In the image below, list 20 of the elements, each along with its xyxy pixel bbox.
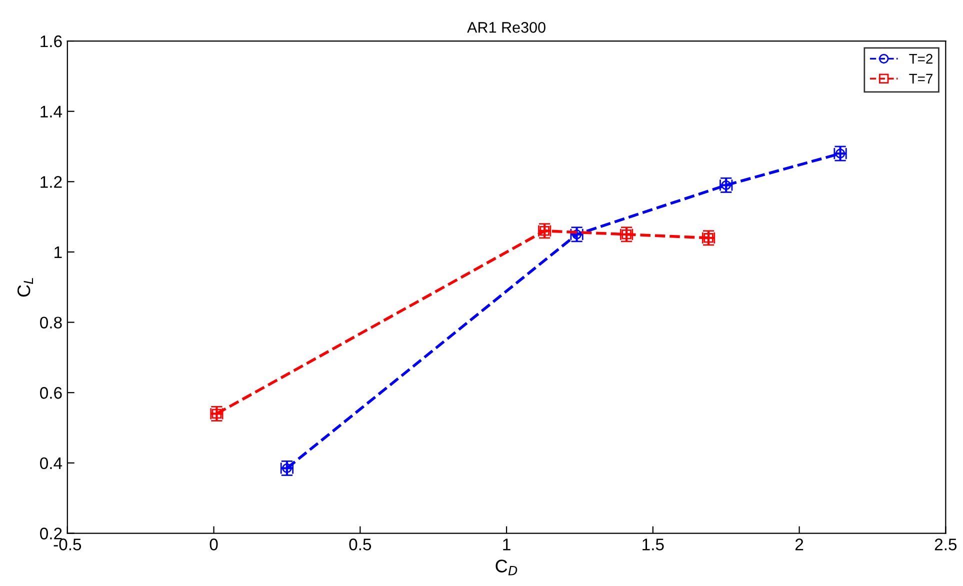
y-tick-label: 0.4 <box>40 457 62 470</box>
x-tick-label: -0.5 <box>54 538 82 550</box>
y-tick-label: 1 <box>54 246 62 258</box>
y-tick-label: 0.8 <box>40 316 62 329</box>
y-tick-label: 1.4 <box>40 106 62 118</box>
chart-title: AR1 Re300 <box>467 22 546 33</box>
y-tick-label: 1.2 <box>40 176 62 188</box>
legend-label: T=2 <box>909 54 932 64</box>
x-tick-label: 1.5 <box>642 538 664 550</box>
y-axis-title: C$_{L}$ <box>17 278 34 297</box>
x-tick-label: 0.5 <box>349 538 372 550</box>
legend-label: T=7 <box>909 74 932 84</box>
x-axis-title: C$_{D}$ <box>496 560 518 576</box>
x-tick-label: 2 <box>795 538 804 550</box>
y-tick-label: 0.2 <box>40 528 62 540</box>
y-tick-label: 1.6 <box>40 35 62 48</box>
x-tick-label: 1 <box>503 538 510 550</box>
x-tick-label: 2.5 <box>934 538 957 550</box>
y-tick-label: 0.6 <box>40 387 62 399</box>
x-tick-label: 0 <box>210 538 218 550</box>
